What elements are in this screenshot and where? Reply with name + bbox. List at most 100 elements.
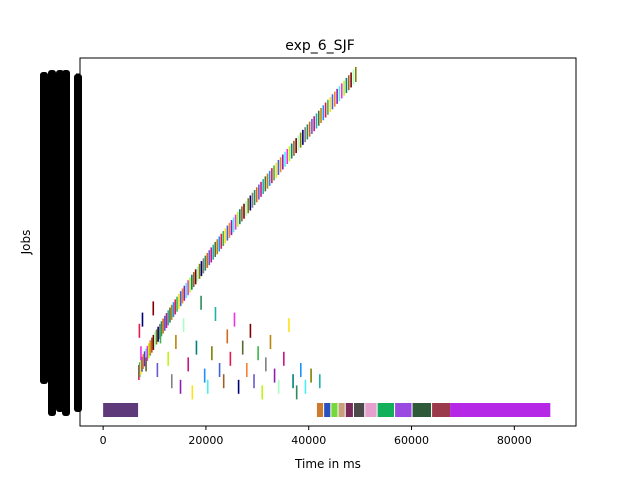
job-bar: [234, 214, 237, 230]
job-bar: [247, 198, 250, 214]
chart-title: exp_6_SJF: [285, 38, 355, 54]
job-bar: [103, 403, 139, 417]
job-bar: [200, 261, 203, 277]
job-bar: [202, 258, 205, 274]
job-bar: [145, 348, 147, 364]
job-bar: [151, 337, 153, 353]
job-bar: [345, 403, 353, 417]
job-bar: [338, 403, 345, 417]
job-bar: [331, 403, 338, 417]
job-bar: [196, 266, 199, 282]
job-bar: [253, 374, 255, 389]
y-tick-label: [74, 74, 82, 412]
job-bar: [320, 108, 322, 124]
job-bar: [365, 403, 377, 417]
job-bar: [282, 154, 284, 170]
job-bar: [192, 272, 195, 288]
job-bars: [103, 67, 551, 417]
job-bar: [450, 403, 551, 417]
job-bar: [155, 329, 158, 345]
job-bar: [268, 170, 271, 186]
job-bar: [178, 293, 180, 309]
job-bar: [284, 151, 286, 167]
job-bar: [232, 217, 235, 233]
job-bar: [222, 374, 225, 389]
job-bar: [292, 374, 294, 389]
job-bar: [141, 356, 143, 372]
job-bar: [319, 374, 321, 389]
job-bar: [160, 321, 163, 337]
job-bar: [340, 83, 343, 99]
job-bar: [138, 323, 141, 338]
job-bar: [216, 239, 219, 255]
job-bar: [140, 346, 142, 361]
job-bar: [275, 162, 278, 178]
job-bar: [277, 379, 280, 394]
x-tick-label: 20000: [188, 434, 223, 447]
job-bar: [350, 72, 352, 88]
job-bar: [204, 255, 207, 271]
job-bar: [146, 345, 149, 361]
job-bar: [279, 157, 282, 173]
job-bar: [264, 176, 267, 192]
job-bar: [172, 302, 175, 318]
job-bar: [316, 403, 324, 417]
y-tick-label: [48, 70, 56, 416]
job-bar: [288, 146, 291, 162]
job-bar: [140, 359, 142, 375]
job-bar: [182, 318, 185, 333]
job-bar: [288, 318, 290, 333]
job-bar: [245, 200, 247, 216]
job-bar: [377, 403, 395, 417]
job-bar: [352, 69, 355, 85]
job-bar: [395, 403, 412, 417]
job-bar: [336, 88, 338, 104]
job-bar: [148, 343, 150, 359]
job-bar: [295, 385, 298, 400]
job-bar: [327, 99, 329, 115]
job-bar: [324, 403, 331, 417]
job-bar: [154, 332, 156, 348]
job-bar: [243, 203, 245, 219]
job-bar: [210, 247, 213, 263]
job-bar: [218, 363, 221, 377]
job-bar: [236, 211, 239, 227]
job-bar: [152, 301, 155, 316]
y-tick-label: [40, 72, 48, 384]
job-bar: [283, 351, 285, 366]
job-bar: [343, 80, 345, 96]
job-bar: [310, 368, 312, 383]
job-bar: [266, 173, 269, 189]
y-axis-label: Jobs: [19, 230, 33, 256]
job-bar: [229, 351, 232, 366]
job-bar: [181, 288, 184, 304]
job-bar: [170, 304, 173, 320]
job-bar: [220, 233, 223, 249]
job-bar: [286, 149, 289, 165]
job-bar: [165, 313, 168, 329]
job-bar: [179, 379, 182, 394]
job-bar: [143, 351, 146, 367]
job-bar: [253, 190, 256, 206]
job-bar: [142, 354, 145, 370]
job-bar: [174, 299, 177, 315]
job-bar: [145, 357, 147, 372]
x-axis-label: Time in ms: [294, 457, 361, 471]
job-bar: [241, 206, 243, 222]
job-bar: [257, 346, 259, 361]
job-bar: [159, 329, 162, 344]
job-bar: [233, 312, 236, 327]
job-bar: [230, 220, 233, 236]
job-bar: [265, 357, 267, 372]
job-bar: [304, 127, 306, 143]
job-bar: [176, 296, 178, 312]
job-bar: [262, 179, 264, 195]
x-tick-label: 80000: [497, 434, 532, 447]
job-bar: [324, 102, 327, 118]
job-bar: [304, 379, 307, 394]
job-bar: [313, 116, 315, 132]
job-bar: [198, 263, 201, 279]
job-bar: [218, 236, 221, 252]
job-bar: [297, 135, 300, 151]
job-bar: [249, 195, 252, 211]
